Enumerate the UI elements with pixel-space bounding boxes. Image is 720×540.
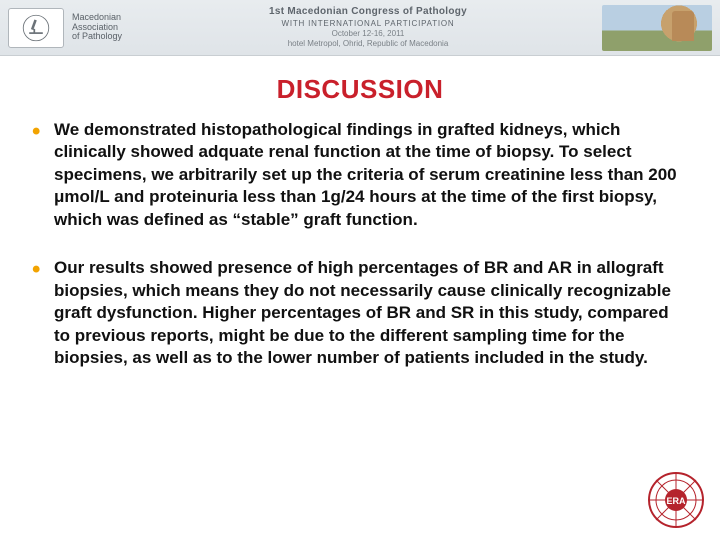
bullet-list: We demonstrated histopathological findin… xyxy=(54,119,678,369)
congress-dates: October 12-16, 2011 xyxy=(142,29,594,39)
congress-subtitle: WITH INTERNATIONAL PARTICIPATION xyxy=(142,19,594,29)
slide-title: DISCUSSION xyxy=(0,74,720,105)
venue-photo xyxy=(602,5,712,51)
congress-venue: hotel Metropol, Ohrid, Republic of Maced… xyxy=(142,39,594,49)
bullet-item: Our results showed presence of high perc… xyxy=(54,257,678,369)
slide-body: We demonstrated histopathological findin… xyxy=(0,105,720,369)
association-logo xyxy=(8,8,64,48)
seal-icon: ERA xyxy=(646,470,706,530)
microscope-icon xyxy=(19,13,53,43)
bullet-item: We demonstrated histopathological findin… xyxy=(54,119,678,231)
congress-title: 1st Macedonian Congress of Pathology xyxy=(142,6,594,19)
congress-title-block: 1st Macedonian Congress of Pathology WIT… xyxy=(142,6,594,49)
svg-text:ERA: ERA xyxy=(666,496,686,506)
association-name: Macedonian Association of Pathology xyxy=(72,13,142,43)
header-banner: Macedonian Association of Pathology 1st … xyxy=(0,0,720,56)
assoc-line: of Pathology xyxy=(72,32,142,42)
